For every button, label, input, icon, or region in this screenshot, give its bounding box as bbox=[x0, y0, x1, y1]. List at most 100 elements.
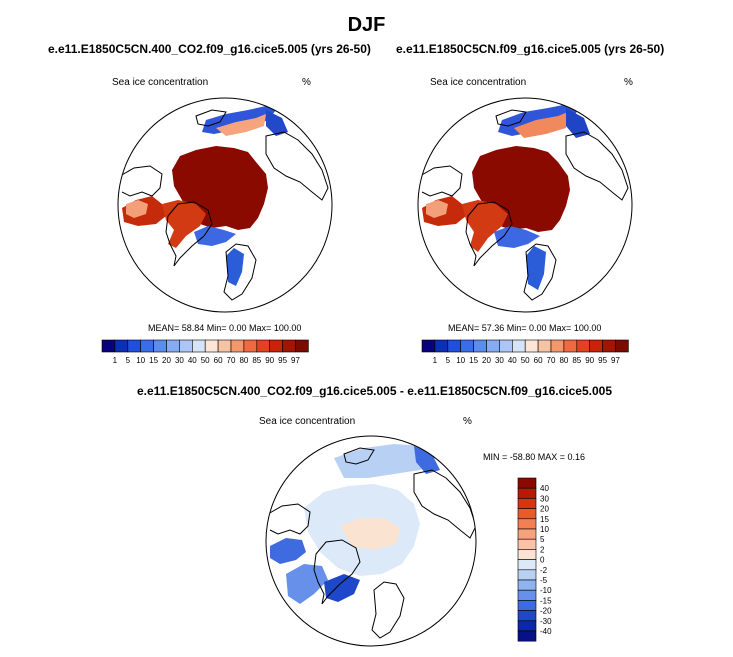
map-2-atlantic-ice-edge bbox=[494, 226, 540, 248]
colorbar-3-tick-label: 15 bbox=[540, 515, 549, 524]
colorbar-3-tick-label: -20 bbox=[540, 607, 552, 616]
colorbar-2-box bbox=[615, 339, 629, 353]
colorbar-3-tick-label: -2 bbox=[540, 566, 548, 575]
colorbar-2-box bbox=[563, 339, 578, 353]
colorbar-3-box bbox=[517, 477, 537, 489]
map-1-siberia-outline bbox=[265, 131, 329, 201]
colorbar-2-box bbox=[460, 339, 474, 353]
colorbar-2-tick-label: 30 bbox=[495, 356, 504, 365]
colorbar-1-tick-label: 80 bbox=[239, 356, 248, 365]
colorbar-3-box bbox=[517, 538, 537, 550]
map-1-barents-ice bbox=[226, 248, 244, 286]
colorbar-2-box bbox=[589, 339, 603, 353]
panel-1-stats: MEAN= 58.84 Min= 0.00 Max= 100.00 bbox=[148, 323, 302, 333]
colorbar-1-tick-label: 15 bbox=[149, 356, 158, 365]
colorbar-2-box bbox=[537, 339, 552, 353]
colorbar-3-box bbox=[517, 508, 537, 520]
map-1-atlantic-ice-edge bbox=[194, 226, 236, 246]
colorbar-3-tick-label: 40 bbox=[540, 484, 549, 493]
map-2-pacific-ice bbox=[514, 112, 568, 138]
colorbar-3-tick-label: 0 bbox=[540, 556, 545, 565]
map-3-greenland-outline bbox=[313, 539, 361, 605]
map-3-arctic-positive bbox=[340, 518, 400, 550]
colorbar-1-tick-label: 97 bbox=[291, 356, 300, 365]
panel-1-variable-label: Sea ice concentration bbox=[112, 77, 209, 88]
colorbar-panel-2: 1 5 10 15 20 30 40 50 60 70 80 85 90 95 97 bbox=[421, 339, 629, 365]
colorbar-1-box bbox=[269, 339, 283, 353]
colorbar-2-box bbox=[473, 339, 487, 353]
colorbar-1-box bbox=[217, 339, 232, 353]
map-panel-1 bbox=[117, 97, 333, 313]
map-1-greenland-outline bbox=[165, 201, 213, 267]
colorbar-2-tick-label: 85 bbox=[572, 356, 581, 365]
colorbar-1-tick-label: 60 bbox=[214, 356, 223, 365]
map-3-pacific-negative bbox=[334, 444, 434, 478]
map-2-labrador-ice bbox=[462, 200, 508, 252]
colorbar-2-box bbox=[447, 339, 461, 353]
map-1-okhotsk-ice bbox=[266, 110, 288, 136]
map-1-hudson-ice bbox=[126, 200, 148, 218]
colorbar-3-tick-label: -30 bbox=[540, 617, 552, 626]
panel-2-title: e.e11.E1850C5CN.f09_g16.cice5.005 (yrs 2… bbox=[396, 42, 665, 56]
map-1-labrador-ice bbox=[162, 200, 206, 248]
map-2-alaska-outline bbox=[495, 109, 527, 127]
colorbar-3-box bbox=[517, 610, 537, 622]
map-3-siberia-outline bbox=[413, 469, 476, 539]
map-2-border bbox=[417, 97, 633, 313]
colorbar-1-box bbox=[192, 339, 206, 353]
colorbar-2-tick-label: 95 bbox=[598, 356, 607, 365]
panel-3-units-label: % bbox=[463, 416, 472, 427]
map-2-hudson-ice bbox=[426, 200, 448, 218]
colorbar-3-tick-label: 5 bbox=[540, 535, 545, 544]
colorbar-3-box bbox=[517, 589, 537, 601]
colorbar-1-tick-label: 70 bbox=[227, 356, 236, 365]
colorbar-panel-1: 1 5 10 15 20 30 40 50 60 70 80 85 90 95 97 bbox=[101, 339, 309, 365]
panel-1-title: e.e11.E1850C5CN.400_CO2.f09_g16.cice5.00… bbox=[48, 42, 371, 56]
colorbar-2-tick-label: 40 bbox=[508, 356, 517, 365]
colorbar-1-box bbox=[295, 339, 309, 353]
colorbar-1-tick-label: 85 bbox=[252, 356, 261, 365]
colorbar-2-tick-label: 15 bbox=[469, 356, 478, 365]
map-3-border bbox=[265, 435, 477, 647]
colorbar-3-box bbox=[517, 549, 537, 560]
colorbar-3-tick-label: 30 bbox=[540, 494, 549, 503]
map-1-scandinavia-outline bbox=[223, 243, 257, 301]
colorbar-1-tick-label: 30 bbox=[175, 356, 184, 365]
colorbar-3-box bbox=[517, 518, 537, 530]
colorbar-3-tick-label: -40 bbox=[540, 627, 552, 636]
colorbar-1-box bbox=[127, 339, 141, 353]
colorbar-2-tick-label: 10 bbox=[456, 356, 465, 365]
panel-3-title: e.e11.E1850C5CN.400_CO2.f09_g16.cice5.00… bbox=[137, 384, 613, 398]
colorbar-1-box bbox=[153, 339, 167, 353]
map-2-greenland-outline bbox=[465, 201, 513, 267]
colorbar-3-box bbox=[517, 620, 537, 632]
colorbar-1-box bbox=[204, 339, 219, 353]
map-2-okhotsk-ice bbox=[566, 108, 590, 138]
colorbar-2-tick-label: 70 bbox=[547, 356, 556, 365]
map-3-scandinavia-outline bbox=[371, 581, 405, 639]
colorbar-1-box bbox=[230, 339, 245, 353]
colorbar-3-box bbox=[517, 569, 537, 581]
map-3-labrador-negative bbox=[286, 564, 328, 604]
colorbar-1-tick-label: 5 bbox=[126, 356, 131, 365]
panel-2-variable-label: Sea ice concentration bbox=[430, 77, 527, 88]
colorbar-1-tick-label: 20 bbox=[162, 356, 171, 365]
panel-2-units-label: % bbox=[624, 77, 633, 88]
colorbar-2-tick-label: 20 bbox=[482, 356, 491, 365]
colorbar-2-box bbox=[576, 339, 591, 353]
map-3-alaska-outline bbox=[343, 447, 375, 465]
colorbar-1-box bbox=[101, 339, 116, 353]
colorbar-2-box bbox=[499, 339, 513, 353]
colorbar-1-box bbox=[140, 339, 154, 353]
colorbar-3-tick-label: -15 bbox=[540, 596, 552, 605]
colorbar-1-tick-label: 50 bbox=[201, 356, 210, 365]
colorbar-1-box bbox=[114, 339, 129, 353]
colorbar-3-box bbox=[517, 498, 537, 509]
colorbar-2-tick-label: 1 bbox=[433, 356, 438, 365]
colorbar-1-tick-label: 1 bbox=[113, 356, 118, 365]
map-1-canada-outline bbox=[119, 165, 163, 197]
colorbar-1-box bbox=[166, 339, 180, 353]
colorbar-3-tick-label: -5 bbox=[540, 576, 548, 585]
colorbar-2-box bbox=[524, 339, 539, 353]
